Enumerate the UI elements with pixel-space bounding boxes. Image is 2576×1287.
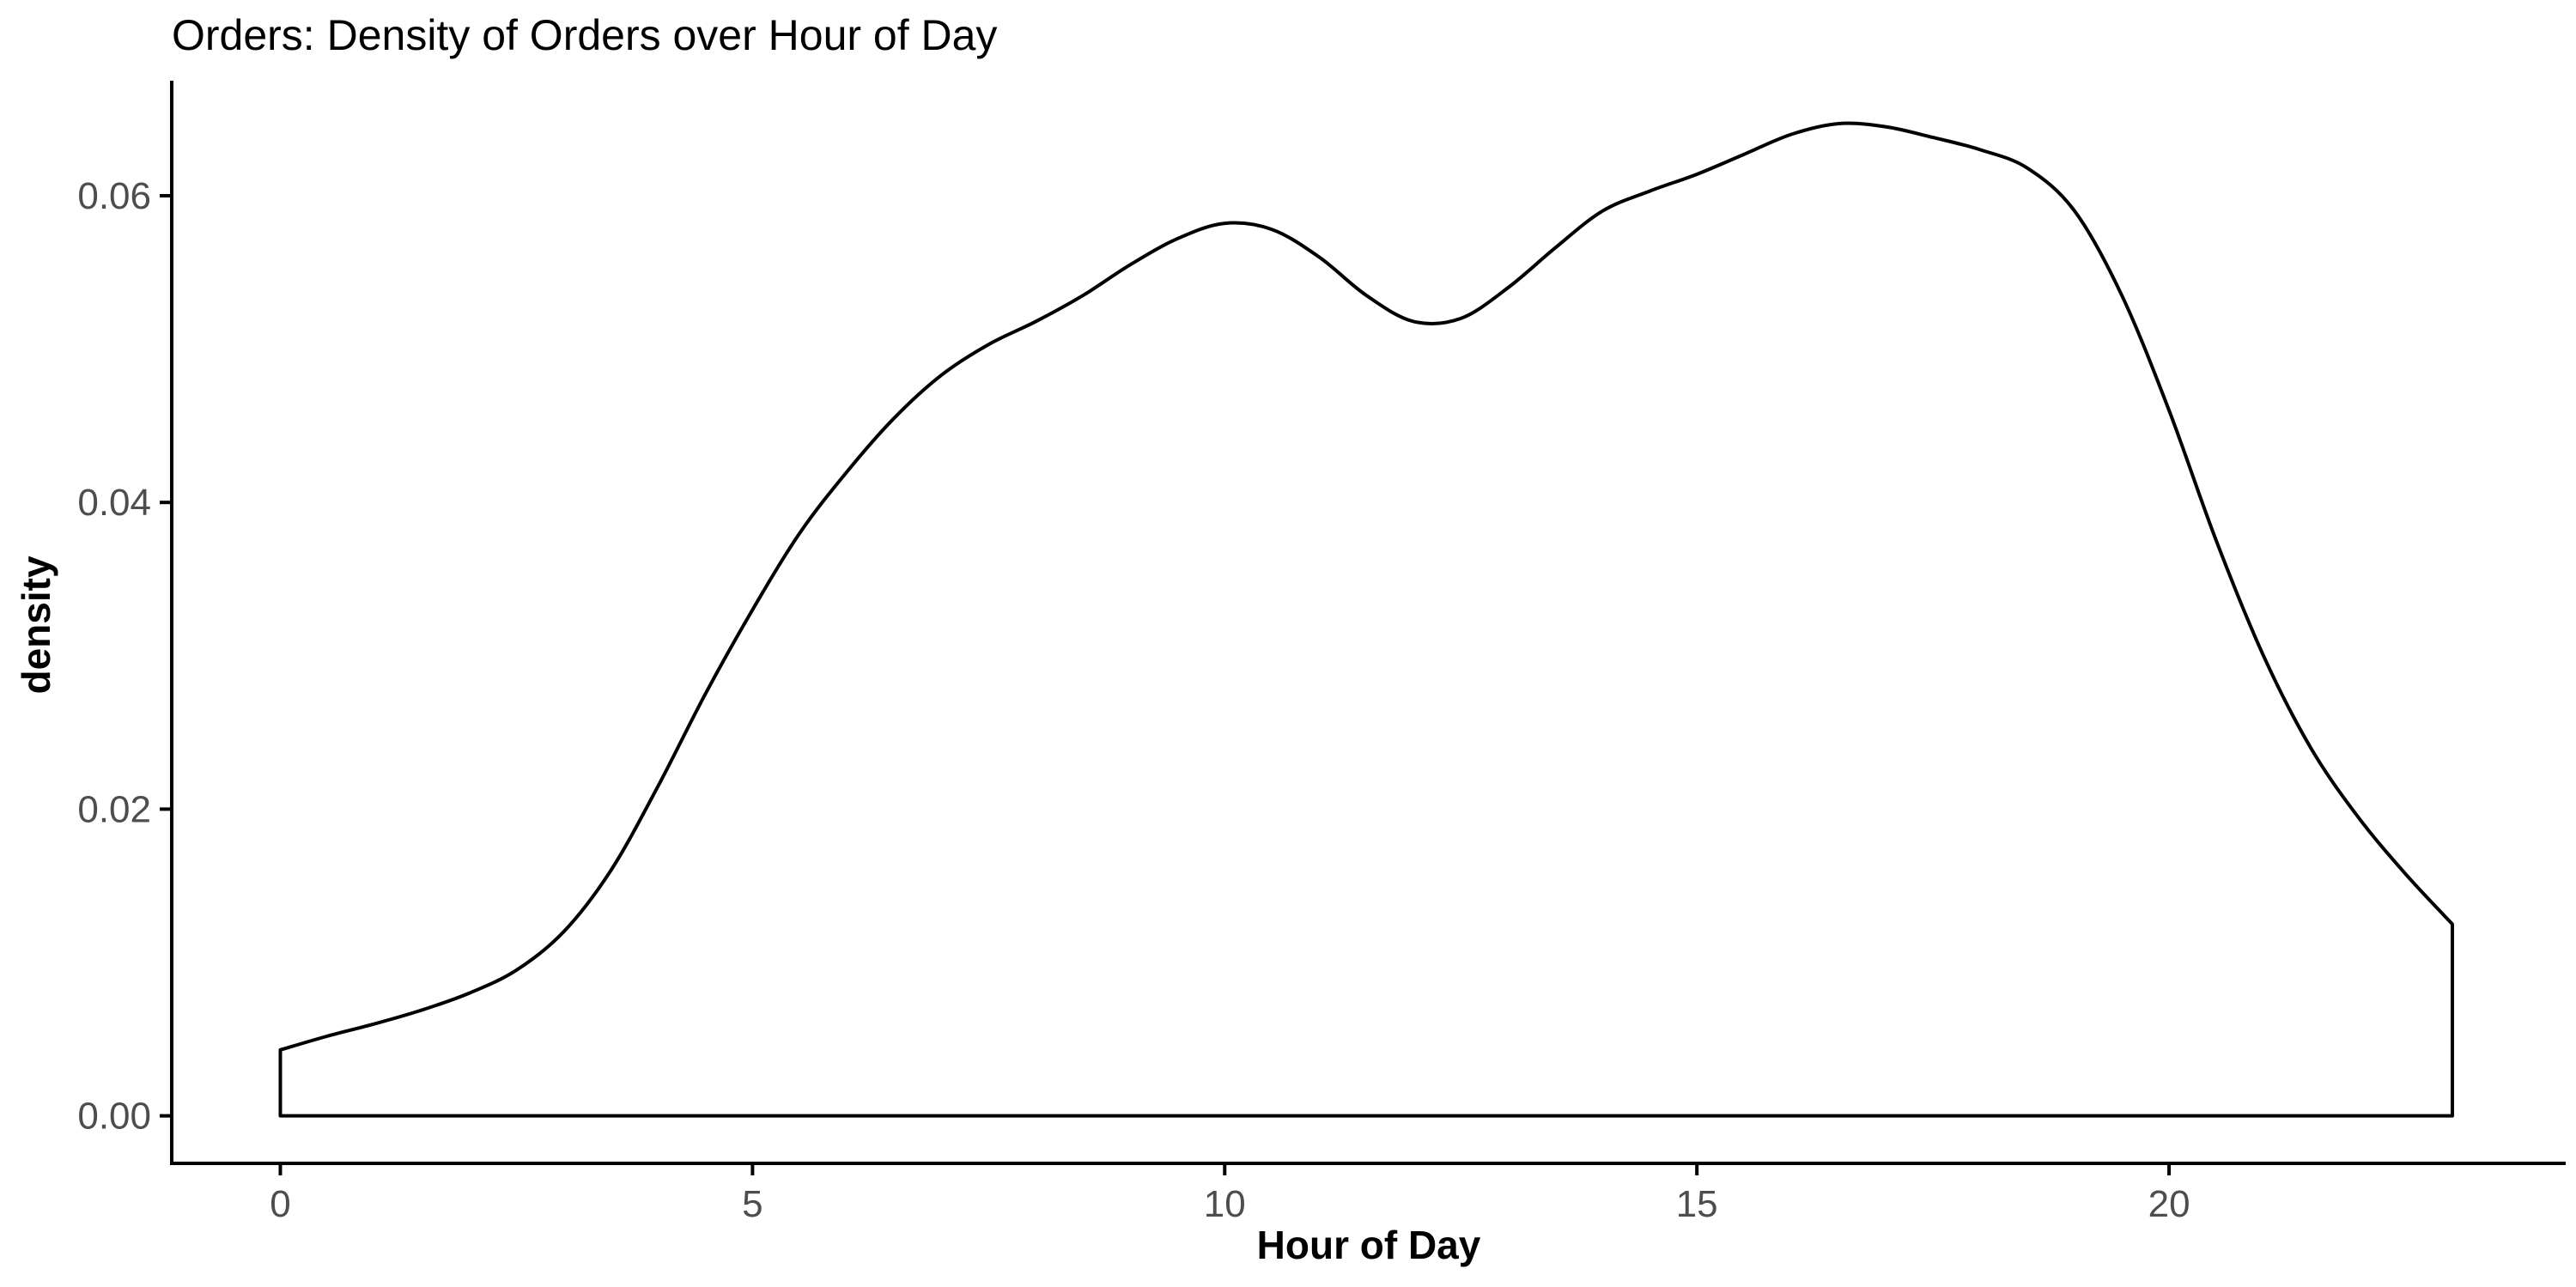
y-tick-label: 0.04 (77, 482, 151, 524)
density-curve (278, 121, 2455, 1118)
x-tick-label: 10 (1204, 1183, 1246, 1225)
x-tick-label: 15 (1676, 1183, 1718, 1225)
x-tick-label: 0 (270, 1183, 290, 1225)
x-axis-title: Hour of Day (1257, 1223, 1481, 1267)
y-axis-title: density (14, 555, 58, 694)
y-tick-label: 0.00 (77, 1096, 151, 1138)
y-tick-label: 0.06 (77, 175, 151, 217)
chart-title: Orders: Density of Orders over Hour of D… (172, 11, 997, 59)
x-tick-label: 20 (2148, 1183, 2190, 1225)
x-tick-label: 5 (742, 1183, 762, 1225)
ticks-layer: 0 5 10 15 20 0.00 0.02 0.04 0.06 (77, 175, 2190, 1225)
y-tick-label: 0.02 (77, 788, 151, 830)
marks-layer (278, 121, 2455, 1118)
